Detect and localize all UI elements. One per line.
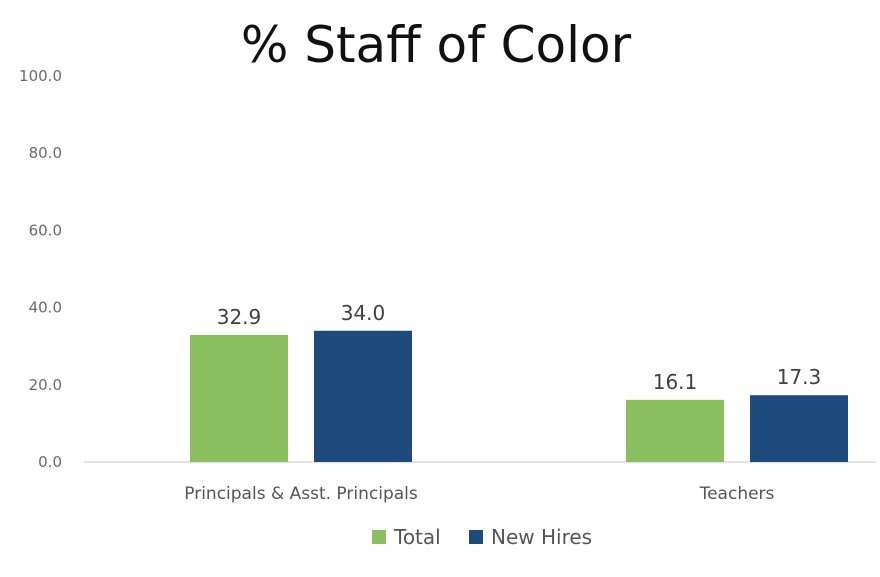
y-tick-label: 80.0 [29,144,62,162]
legend-swatch [469,530,483,544]
y-tick-label: 40.0 [29,299,62,317]
x-axis: Principals & Asst. Principals Teachers [184,484,774,504]
bar-new-hires [750,395,848,462]
chart-title: % Staff of Color [241,16,632,74]
data-label: 16.1 [653,370,698,394]
legend-swatch [372,530,386,544]
y-tick-label: 20.0 [29,376,62,394]
bar-total [190,335,288,462]
y-tick-label: 60.0 [29,221,62,239]
y-axis: 100.0 80.0 60.0 40.0 20.0 0.0 [19,67,62,471]
x-category-label: Principals & Asst. Principals [184,484,418,504]
legend-label: Total [393,525,441,549]
data-label: 17.3 [777,365,822,389]
data-label: 32.9 [217,305,262,329]
y-tick-label: 100.0 [19,67,62,85]
x-category-label: Teachers [699,484,775,504]
bar-total [626,399,724,462]
bars: 32.9 16.1 34.0 17.3 [190,301,848,462]
legend: Total New Hires [372,525,592,549]
y-tick-label: 0.0 [38,453,62,471]
bar-new-hires [314,330,412,462]
legend-label: New Hires [491,525,592,549]
data-label: 34.0 [341,301,386,325]
